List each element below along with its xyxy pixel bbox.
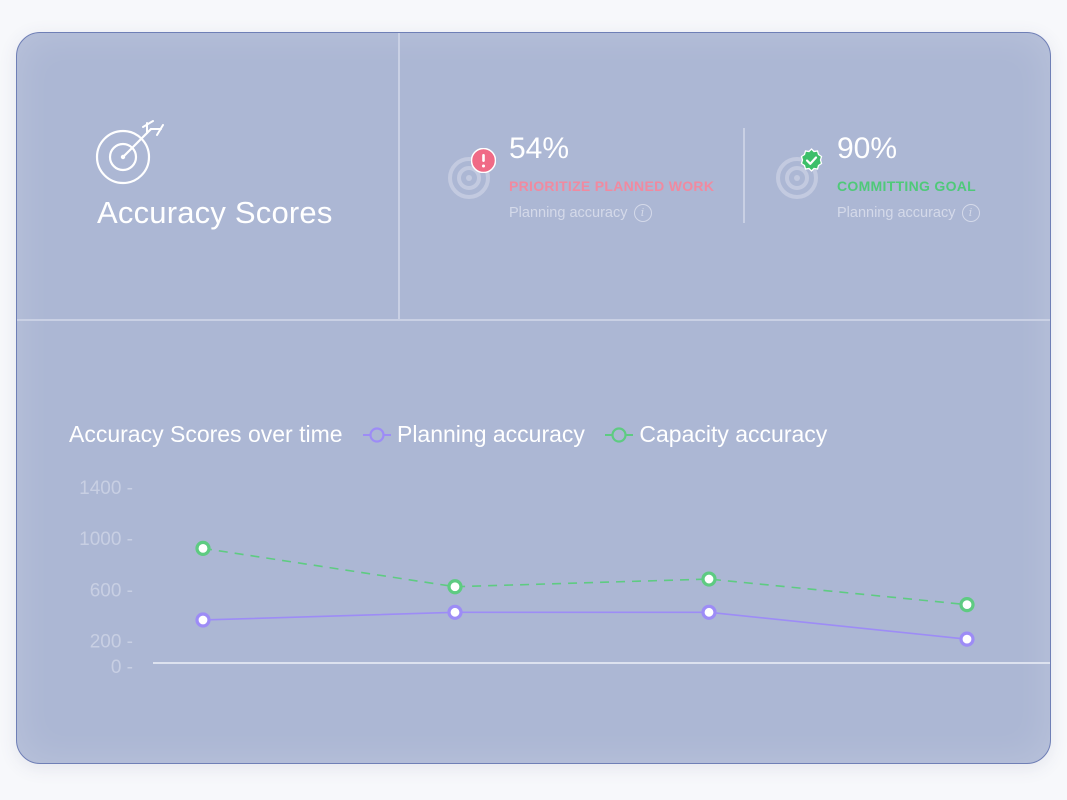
target-arrow-icon xyxy=(95,120,164,185)
data-point xyxy=(195,612,211,628)
metric-label-text: Planning accuracy xyxy=(837,204,956,221)
metric-status: PRIORITIZE PLANNED WORK xyxy=(509,178,715,194)
header-vertical-divider xyxy=(398,33,400,320)
data-point xyxy=(959,597,975,613)
metric-label: Planning accuracy i xyxy=(509,204,652,222)
legend-item-capacity-accuracy[interactable]: Capacity accuracy xyxy=(605,421,827,448)
metric-separator xyxy=(743,128,745,223)
metric-status: COMMITTING GOAL xyxy=(837,178,977,194)
y-tick-label: 0 - xyxy=(111,657,133,678)
legend-marker-icon xyxy=(605,426,634,443)
metric-planning-accuracy-2: 90% COMMITTING GOAL Planning accuracy i xyxy=(775,128,1050,248)
target-icon xyxy=(776,157,818,199)
data-point xyxy=(701,571,717,587)
accuracy-line-chart: 0 - 200 - 600 - 1000 - 1400 - xyxy=(79,478,1050,678)
header-horizontal-divider xyxy=(17,319,1050,321)
metric-value: 54% xyxy=(509,132,570,165)
info-icon[interactable]: i xyxy=(633,204,652,222)
chart-title: Accuracy Scores over time xyxy=(69,421,343,447)
target-icon xyxy=(448,157,490,199)
series-line-1 xyxy=(202,547,968,606)
metric-label-text: Planning accuracy xyxy=(509,204,628,221)
alert-icon xyxy=(471,148,496,173)
y-tick-label: 1400 - xyxy=(79,478,133,499)
legend-label: Planning accuracy xyxy=(396,421,585,447)
metric-planning-accuracy-1: 54% PRIORITIZE PLANNED WORK Planning acc… xyxy=(447,128,747,248)
chart-legend: Accuracy Scores over time Planning accur… xyxy=(69,421,827,451)
data-point xyxy=(701,604,717,620)
data-point xyxy=(959,631,975,647)
y-tick-label: 200 - xyxy=(90,631,133,652)
metric-label: Planning accuracy i xyxy=(837,204,980,222)
y-tick-label: 1000 - xyxy=(79,529,133,550)
series-line-0 xyxy=(202,611,968,640)
check-icon xyxy=(800,148,823,172)
legend-marker-icon xyxy=(362,426,391,443)
y-tick-label: 600 - xyxy=(90,580,133,601)
legend-label: Capacity accuracy xyxy=(639,421,828,447)
data-point xyxy=(447,579,463,595)
data-point xyxy=(447,604,463,620)
metric-value: 90% xyxy=(837,132,898,165)
info-icon[interactable]: i xyxy=(961,204,980,222)
legend-item-planning-accuracy[interactable]: Planning accuracy xyxy=(362,421,585,448)
accuracy-scores-card: Accuracy Scores 54% PRIORITIZE PLANNED W… xyxy=(16,32,1051,764)
data-point xyxy=(195,540,211,556)
card-title: Accuracy Scores xyxy=(97,195,333,230)
